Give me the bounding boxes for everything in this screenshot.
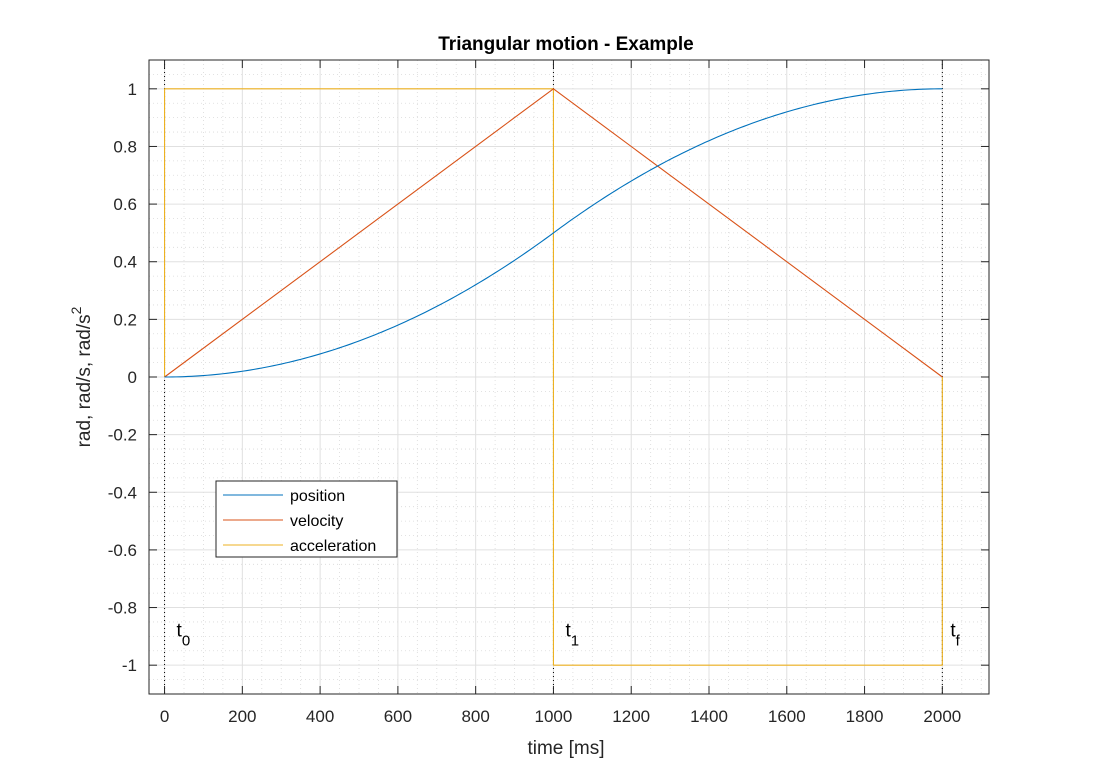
series-layer	[164, 88, 943, 666]
y-tick-label: 0.8	[113, 137, 137, 156]
x-tick-label: 0	[160, 707, 169, 726]
marker-label: tf	[950, 620, 960, 649]
y-tick-label: 0.6	[113, 195, 137, 214]
marker-label-sub: 1	[571, 632, 579, 649]
series-line-velocity	[164, 88, 943, 378]
ticks	[149, 60, 989, 694]
x-tick-label: 800	[461, 707, 489, 726]
y-tick-label: -0.4	[108, 483, 137, 502]
y-tick-label: 0.4	[113, 253, 137, 272]
x-tick-label: 400	[306, 707, 334, 726]
chart-title: Triangular motion - Example	[438, 34, 694, 55]
y-tick-label: 1	[128, 80, 137, 99]
series-line-position	[164, 88, 943, 378]
marker-label: t1	[565, 620, 579, 649]
marker-label-main: t	[565, 620, 571, 641]
y-tick-label: -0.6	[108, 541, 137, 560]
x-tick-labels: 0 200 400 600 800 1000 1200 1400 1600 1800 2000	[160, 707, 961, 726]
y-tick-label: 0	[128, 368, 137, 387]
x-tick-label: 1200	[612, 707, 650, 726]
y-axis-label: rad, rad/s, rad/s2	[68, 306, 95, 447]
x-tick-label: 200	[228, 707, 256, 726]
x-tick-label: 1600	[768, 707, 806, 726]
legend-label-velocity: velocity	[290, 513, 343, 530]
y-tick-labels: 1 0.8 0.6 0.4 0.2 0 -0.2 -0.4 -0.6 -0.8 -1	[108, 80, 137, 675]
series-line-acceleration	[164, 88, 943, 666]
y-axis-label-main: rad, rad/s, rad/s	[74, 314, 95, 447]
marker-label: t0	[177, 620, 191, 649]
x-axis-label: time [ms]	[527, 738, 604, 759]
y-tick-label: -0.8	[108, 599, 137, 618]
y-tick-label: 0.2	[113, 310, 137, 329]
legend-label-acceleration: acceleration	[290, 538, 376, 555]
marker-label-sub: f	[956, 632, 961, 649]
x-tick-label: 2000	[923, 707, 961, 726]
x-tick-label: 1400	[690, 707, 728, 726]
legend-label-position: position	[290, 488, 345, 505]
marker-label-main: t	[950, 620, 956, 641]
marker-label-main: t	[177, 620, 183, 641]
y-tick-label: -1	[122, 656, 137, 675]
marker-labels: t0 t1 tf	[177, 620, 961, 649]
x-tick-label: 1000	[535, 707, 573, 726]
y-tick-label: -0.2	[108, 426, 137, 445]
legend: position velocity acceleration	[215, 480, 398, 558]
x-tick-label: 1800	[846, 707, 884, 726]
legend-box	[215, 480, 398, 558]
y-axis-label-sup: 2	[68, 306, 84, 314]
x-tick-label: 600	[384, 707, 412, 726]
marker-label-sub: 0	[182, 632, 190, 649]
